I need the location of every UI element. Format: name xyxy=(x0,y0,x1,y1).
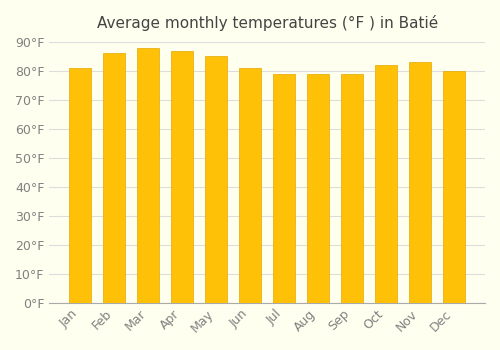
Bar xyxy=(443,71,465,303)
Title: Average monthly temperatures (°F ) in Batié: Average monthly temperatures (°F ) in Ba… xyxy=(96,15,438,31)
Bar xyxy=(409,62,431,303)
Bar xyxy=(171,51,193,303)
Bar xyxy=(103,54,126,303)
Bar xyxy=(375,65,397,303)
Bar xyxy=(205,56,227,303)
Bar xyxy=(137,48,159,303)
Bar xyxy=(239,68,261,303)
Bar xyxy=(69,68,92,303)
Bar xyxy=(307,74,329,303)
Bar xyxy=(273,74,295,303)
Bar xyxy=(341,74,363,303)
